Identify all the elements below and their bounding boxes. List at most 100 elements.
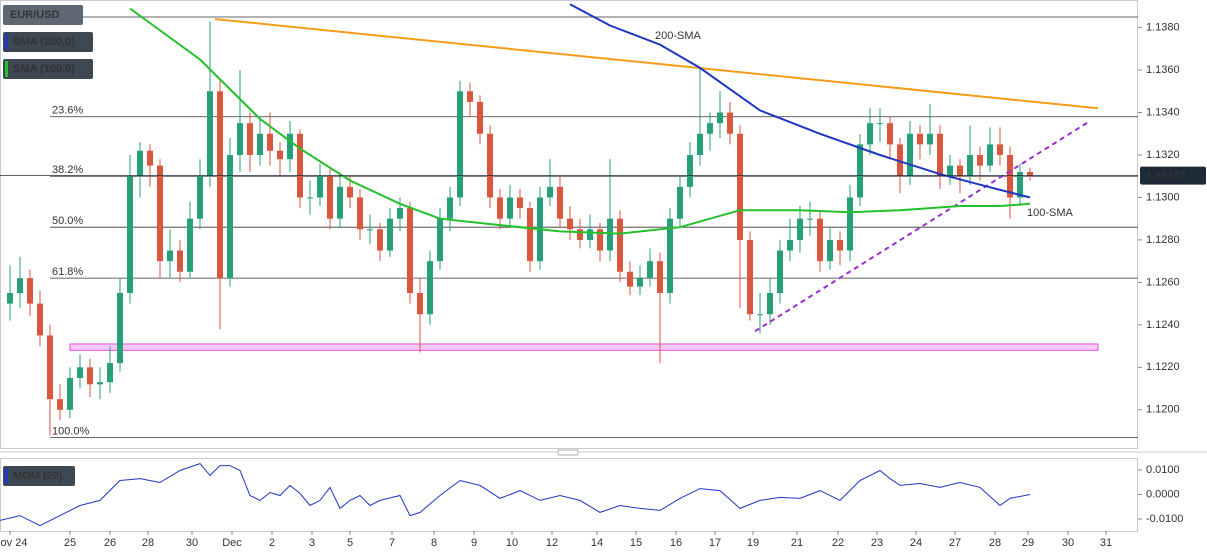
candle-body [447, 197, 453, 219]
y-tick-label: 0.0000 [1146, 488, 1180, 500]
candle-body [417, 293, 423, 315]
candle-body [957, 165, 963, 177]
candle-body [1017, 171, 1023, 198]
candle-body [77, 367, 83, 378]
candle-body [927, 133, 933, 145]
sma-annotation: 100-SMA [1027, 207, 1074, 219]
candle-body [707, 123, 713, 134]
candle-body [127, 176, 133, 294]
candle-body [387, 218, 393, 251]
y-tick-label: 1.1360 [1146, 64, 1180, 76]
candle-body [937, 133, 943, 177]
sma-line [129, 7, 1031, 235]
candle-body [797, 218, 803, 240]
candle-body [147, 150, 153, 166]
candle-body [857, 144, 863, 198]
x-tick-label: 16 [670, 537, 682, 549]
y-tick-label: 1.1380 [1146, 22, 1180, 34]
x-tick-label: 21 [791, 537, 803, 549]
candle-body [587, 229, 593, 240]
candle-body [27, 278, 33, 304]
candle-body [657, 261, 663, 294]
candle-body [327, 176, 333, 219]
candle-body [87, 367, 93, 385]
x-tick-label: 30 [1062, 537, 1074, 549]
candle-body [267, 133, 273, 151]
y-tick-label: 1.1300 [1146, 191, 1180, 203]
candle-body [47, 335, 53, 400]
x-tick-label: 7 [389, 537, 395, 549]
mom-plot-frame [0, 458, 1138, 532]
candle-body [497, 197, 503, 219]
fib-label: 23.6% [52, 105, 83, 117]
trendline [754, 120, 1091, 333]
legend-label: SMA (100,0) [13, 63, 75, 75]
y-tick-label: 0.0100 [1146, 464, 1180, 476]
x-tick-label: 8 [431, 537, 437, 549]
fib-label: 100.0% [52, 425, 90, 437]
candle-body [917, 133, 923, 145]
candle-body [117, 293, 123, 364]
legend-swatch [5, 34, 8, 50]
candle-body [867, 123, 873, 145]
candle-body [367, 229, 373, 231]
candle-body [997, 144, 1003, 155]
candle-body [987, 144, 993, 166]
candle-body [237, 123, 243, 155]
x-tick-label: 31 [1100, 537, 1112, 549]
x-tick-label: 2 [269, 537, 275, 549]
candle-body [97, 382, 103, 385]
candle-body [647, 261, 653, 279]
candle-body [307, 197, 313, 199]
candle-body [197, 176, 203, 219]
x-tick-label: Dec [222, 537, 242, 549]
candle-body [837, 239, 843, 251]
x-tick-label: 22 [832, 537, 844, 549]
candle-body [487, 133, 493, 198]
candle-body [1027, 171, 1033, 177]
y-tick-label: 1.1220 [1146, 361, 1180, 373]
candle-body [1007, 154, 1013, 198]
candle-body [57, 399, 63, 410]
candle-body [817, 218, 823, 262]
candle-body [227, 154, 233, 279]
candle-body [437, 218, 443, 262]
candle-body [847, 197, 853, 251]
candle-body [477, 101, 483, 134]
candle-body [17, 278, 23, 294]
legend-box [3, 59, 93, 79]
legend-box [3, 5, 83, 25]
candle-body [757, 314, 763, 316]
x-tick-label: 25 [64, 537, 76, 549]
x-tick-label: 14 [591, 537, 603, 549]
fib-label: 61.8% [52, 266, 83, 278]
x-tick-label: 19 [747, 537, 759, 549]
candle-body [877, 123, 883, 125]
x-tick-label: 3 [309, 537, 315, 549]
x-tick-label: 24 [910, 537, 922, 549]
candle-body [977, 154, 983, 166]
x-tick-label: 5 [347, 537, 353, 549]
candle-body [807, 218, 813, 220]
candle-body [247, 123, 253, 155]
legend-box [3, 466, 75, 486]
x-tick-label: 23 [871, 537, 883, 549]
candle-body [187, 218, 193, 272]
candle-body [167, 250, 173, 262]
support-zone [69, 343, 1099, 351]
legend-swatch [5, 61, 8, 77]
candle-body [787, 239, 793, 251]
candle-body [667, 218, 673, 294]
main-plot-frame [0, 0, 1138, 449]
candle-body [177, 250, 183, 272]
candle-body [507, 197, 513, 219]
candle-body [467, 91, 473, 102]
candle-body [887, 123, 893, 145]
candle-body [947, 165, 953, 177]
candle-body [357, 197, 363, 230]
mom-line [0, 463, 1031, 527]
candle-body [427, 261, 433, 315]
candle-body [287, 133, 293, 160]
